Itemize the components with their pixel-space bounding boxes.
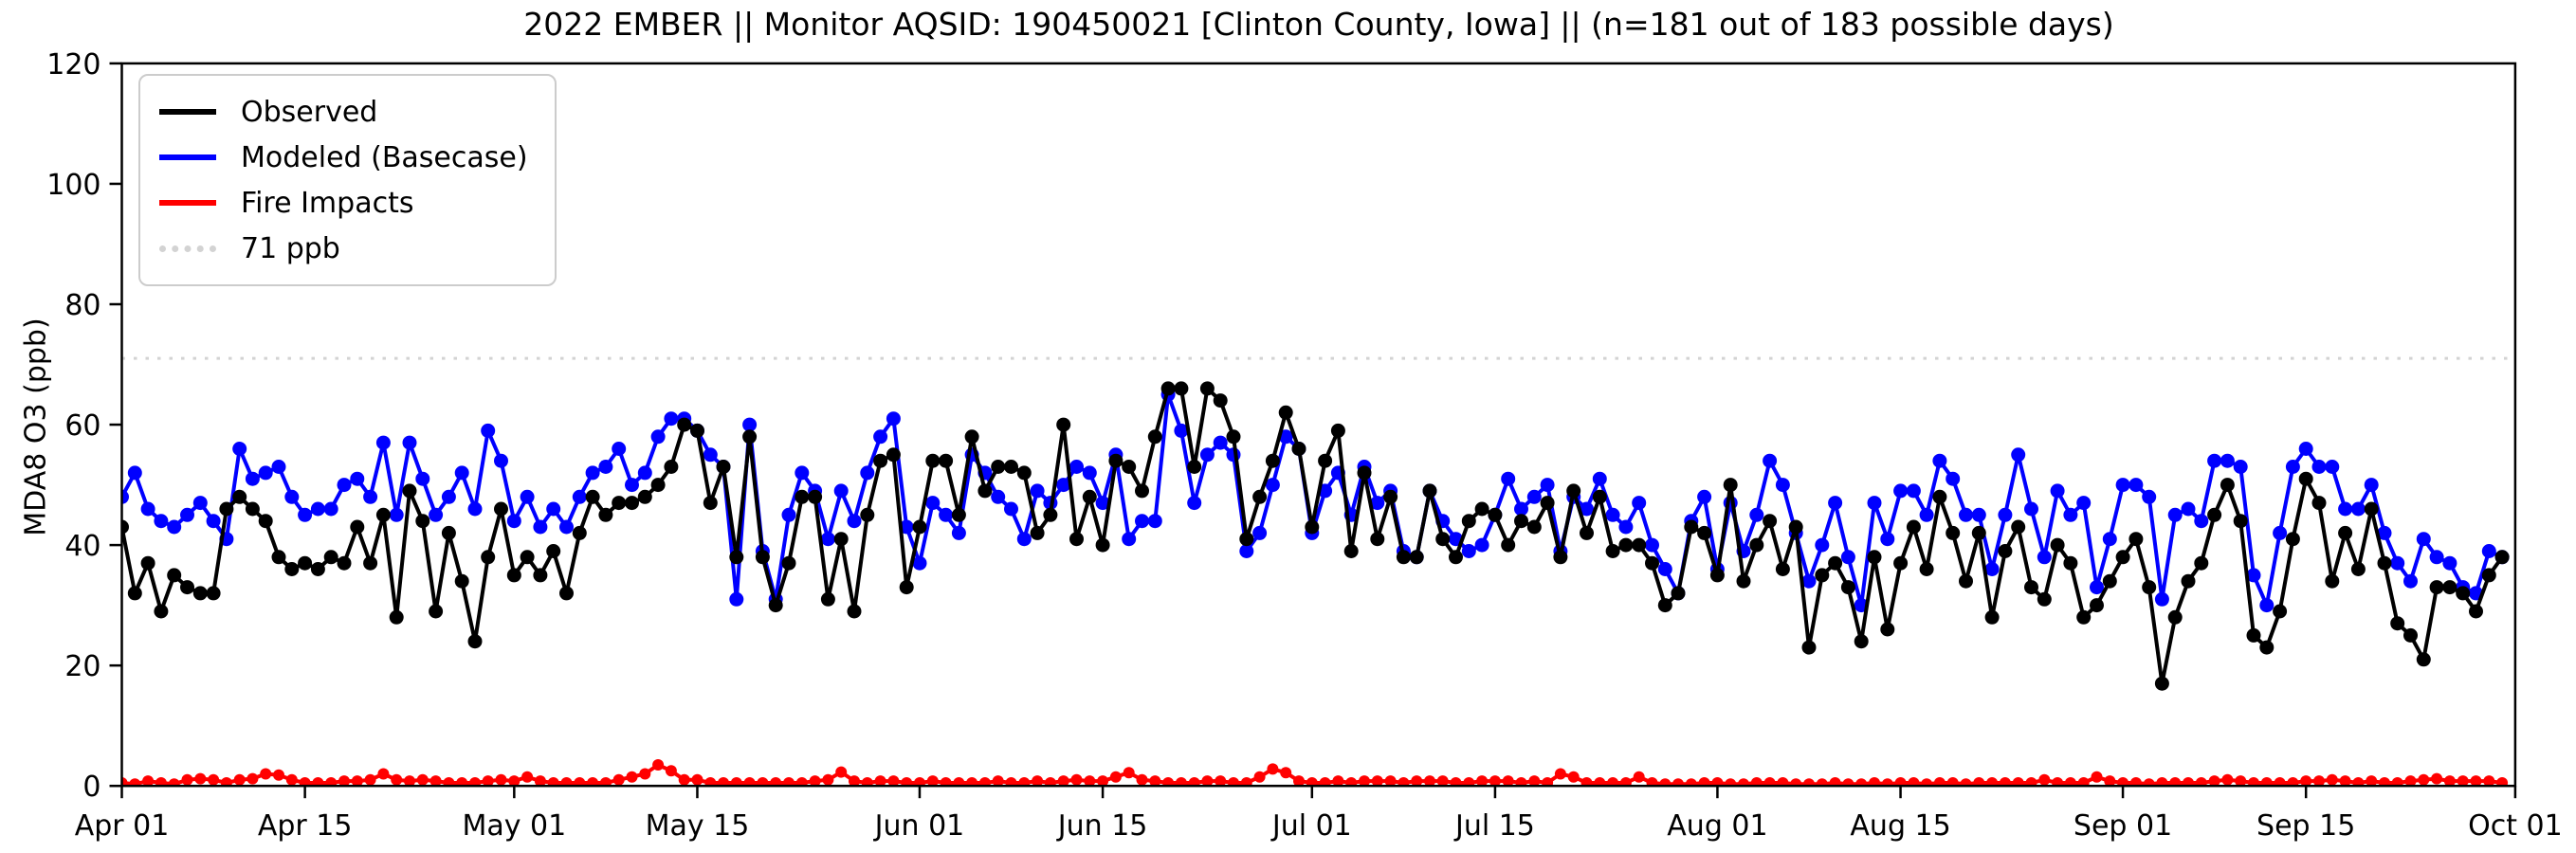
modeled-line-swatch [159, 154, 216, 160]
y-axis-label: MDA8 O3 (ppb) [19, 318, 53, 536]
x-tick-label: Jun 15 [1056, 809, 1148, 843]
y-tick-label: 40 [64, 530, 100, 563]
x-tick-label: Sep 15 [2256, 809, 2355, 843]
x-tick-label: Sep 01 [2074, 809, 2172, 843]
x-tick-label: Jul 01 [1270, 809, 1352, 843]
x-tick-label: Oct 01 [2468, 809, 2563, 843]
fire-impacts-series [121, 759, 2509, 787]
legend-label-fire: Fire Impacts [241, 186, 414, 220]
observed-series [121, 381, 2510, 691]
plot-border [120, 62, 2517, 788]
legend: Observed Modeled (Basecase) Fire Impacts… [138, 74, 557, 286]
legend-label-threshold: 71 ppb [241, 231, 340, 265]
y-tick-label: 80 [64, 289, 100, 322]
x-tick-label: May 15 [646, 809, 750, 843]
legend-item-threshold: 71 ppb [159, 226, 528, 271]
chart-title: 2022 EMBER || Monitor AQSID: 190450021 [… [523, 6, 2114, 43]
legend-label-modeled: Modeled (Basecase) [241, 140, 528, 174]
x-tick-label: Jul 15 [1453, 809, 1535, 843]
legend-item-fire: Fire Impacts [159, 180, 528, 226]
y-tick-label: 0 [82, 771, 100, 804]
x-tick-label: Aug 01 [1667, 809, 1767, 843]
legend-label-observed: Observed [241, 95, 378, 129]
legend-item-observed: Observed [159, 89, 528, 135]
y-tick-label: 20 [64, 650, 100, 683]
x-tick-label: May 01 [462, 809, 566, 843]
fire-line-swatch [159, 200, 216, 206]
modeled-series [121, 387, 2510, 613]
y-tick-label: 100 [46, 169, 100, 202]
x-tick-label: Aug 15 [1850, 809, 1950, 843]
y-tick-label: 60 [64, 409, 100, 443]
observed-line-swatch [159, 109, 216, 115]
x-tick-label: Jun 01 [873, 809, 965, 843]
x-tick-label: Apr 15 [258, 809, 353, 843]
legend-item-modeled: Modeled (Basecase) [159, 135, 528, 180]
x-tick-label: Apr 01 [75, 809, 170, 843]
threshold-line-swatch [159, 245, 216, 252]
y-tick-label: 120 [46, 48, 100, 82]
